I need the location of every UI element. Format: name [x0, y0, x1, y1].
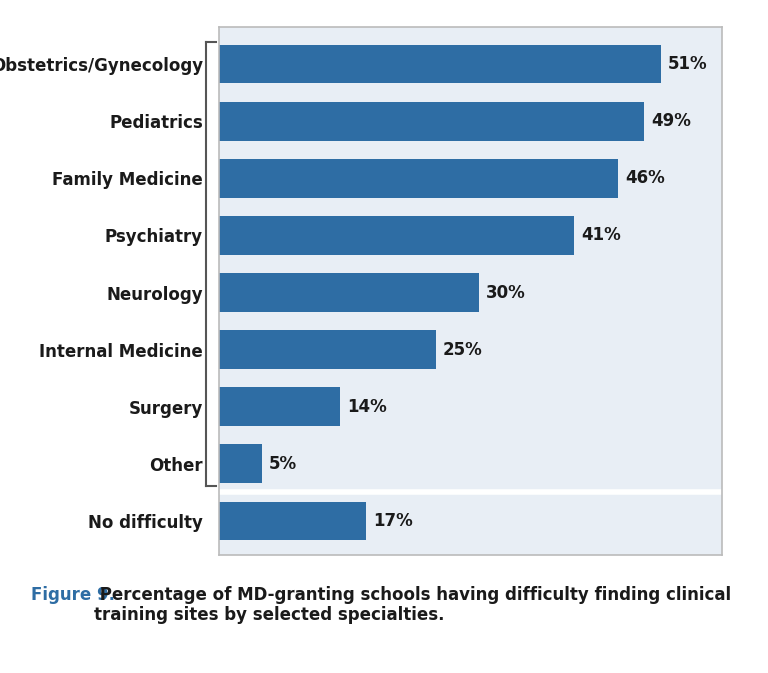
Bar: [219, 216, 574, 255]
Text: 25%: 25%: [442, 341, 482, 359]
Text: 17%: 17%: [373, 512, 413, 530]
Bar: [219, 159, 617, 198]
Bar: [219, 330, 435, 369]
Text: Figure 9.: Figure 9.: [31, 586, 114, 604]
Bar: [219, 387, 340, 426]
Text: 30%: 30%: [486, 283, 526, 302]
Text: 41%: 41%: [581, 226, 621, 244]
Bar: [219, 444, 262, 483]
Bar: [219, 501, 366, 540]
Text: 51%: 51%: [668, 55, 708, 73]
Text: 49%: 49%: [650, 112, 690, 130]
Text: 5%: 5%: [269, 455, 297, 473]
Bar: [219, 102, 644, 141]
Text: 46%: 46%: [625, 170, 664, 187]
Bar: [219, 273, 479, 312]
Text: Percentage of MD-granting schools having difficulty finding clinical
training si: Percentage of MD-granting schools having…: [94, 586, 732, 625]
Text: 14%: 14%: [347, 398, 387, 416]
Bar: [219, 44, 661, 83]
